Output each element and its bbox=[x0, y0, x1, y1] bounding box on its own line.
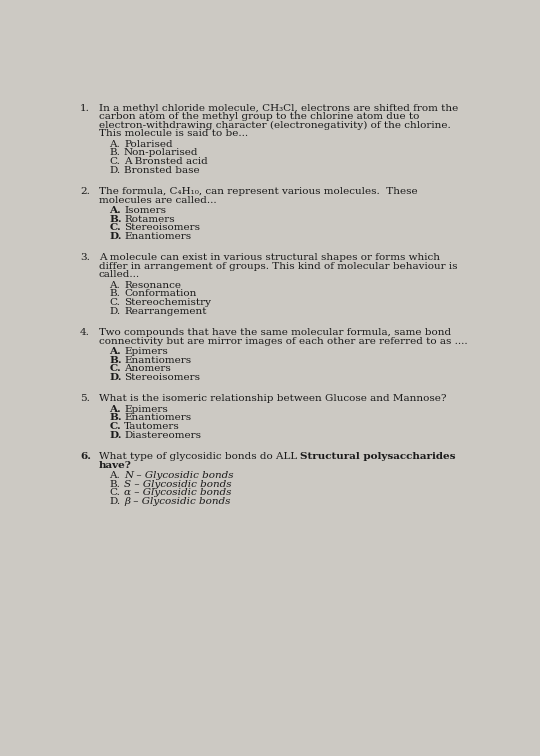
Text: B.: B. bbox=[109, 148, 120, 157]
Text: Epimers: Epimers bbox=[124, 404, 168, 414]
Text: have?: have? bbox=[99, 460, 132, 469]
Text: 5.: 5. bbox=[80, 395, 90, 404]
Text: D.: D. bbox=[109, 373, 122, 382]
Text: A.: A. bbox=[109, 471, 120, 480]
Text: B.: B. bbox=[109, 356, 122, 364]
Text: Conformation: Conformation bbox=[124, 290, 197, 299]
Text: β – Glycosidic bonds: β – Glycosidic bonds bbox=[124, 497, 231, 506]
Text: 2.: 2. bbox=[80, 187, 90, 196]
Text: A.: A. bbox=[109, 347, 121, 356]
Text: C.: C. bbox=[109, 298, 120, 307]
Text: Stereochemistry: Stereochemistry bbox=[124, 298, 211, 307]
Text: C.: C. bbox=[109, 364, 121, 373]
Text: Isomers: Isomers bbox=[124, 206, 166, 215]
Text: C.: C. bbox=[109, 422, 121, 431]
Text: electron-withdrawing character (electronegativity) of the chlorine.: electron-withdrawing character (electron… bbox=[99, 121, 451, 130]
Text: Rearrangement: Rearrangement bbox=[124, 307, 206, 316]
Text: B.: B. bbox=[109, 414, 122, 423]
Text: D.: D. bbox=[109, 166, 120, 175]
Text: 4.: 4. bbox=[80, 328, 90, 337]
Text: Enantiomers: Enantiomers bbox=[124, 414, 191, 423]
Text: D.: D. bbox=[109, 232, 122, 241]
Text: Non-polarised: Non-polarised bbox=[124, 148, 199, 157]
Text: 3.: 3. bbox=[80, 253, 90, 262]
Text: C.: C. bbox=[109, 223, 121, 232]
Text: S – Glycosidic bonds: S – Glycosidic bonds bbox=[124, 479, 232, 488]
Text: A.: A. bbox=[109, 404, 121, 414]
Text: Stereoisomers: Stereoisomers bbox=[124, 373, 200, 382]
Text: molecules are called...: molecules are called... bbox=[99, 196, 217, 205]
Text: B.: B. bbox=[109, 215, 122, 224]
Text: Two compounds that have the same molecular formula, same bond: Two compounds that have the same molecul… bbox=[99, 328, 451, 337]
Text: called...: called... bbox=[99, 271, 140, 280]
Text: α – Glycosidic bonds: α – Glycosidic bonds bbox=[124, 488, 232, 497]
Text: D.: D. bbox=[109, 431, 122, 439]
Text: What is the isomeric relationship between Glucose and Mannose?: What is the isomeric relationship betwee… bbox=[99, 395, 447, 404]
Text: Anomers: Anomers bbox=[124, 364, 171, 373]
Text: B.: B. bbox=[109, 290, 120, 299]
Text: D.: D. bbox=[109, 307, 120, 316]
Text: Resonance: Resonance bbox=[124, 280, 181, 290]
Text: Diastereomers: Diastereomers bbox=[124, 431, 201, 439]
Text: A molecule can exist in various structural shapes or forms which: A molecule can exist in various structur… bbox=[99, 253, 440, 262]
Text: A.: A. bbox=[109, 140, 120, 149]
Text: In a methyl chloride molecule, CH₃Cl, electrons are shifted from the: In a methyl chloride molecule, CH₃Cl, el… bbox=[99, 104, 458, 113]
Text: 6.: 6. bbox=[80, 452, 91, 461]
Text: C.: C. bbox=[109, 488, 120, 497]
Text: connectivity but are mirror images of each other are referred to as ....: connectivity but are mirror images of ea… bbox=[99, 336, 468, 345]
Text: carbon atom of the methyl group to the chlorine atom due to: carbon atom of the methyl group to the c… bbox=[99, 112, 419, 121]
Text: Bronsted base: Bronsted base bbox=[124, 166, 200, 175]
Text: Polarised: Polarised bbox=[124, 140, 173, 149]
Text: Enantiomers: Enantiomers bbox=[124, 232, 191, 241]
Text: Rotamers: Rotamers bbox=[124, 215, 174, 224]
Text: Tautomers: Tautomers bbox=[124, 422, 180, 431]
Text: Epimers: Epimers bbox=[124, 347, 168, 356]
Text: Stereoisomers: Stereoisomers bbox=[124, 223, 200, 232]
Text: differ in arrangement of groups. This kind of molecular behaviour is: differ in arrangement of groups. This ki… bbox=[99, 262, 457, 271]
Text: C.: C. bbox=[109, 157, 120, 166]
Text: Enantiomers: Enantiomers bbox=[124, 356, 191, 364]
Text: A.: A. bbox=[109, 280, 120, 290]
Text: N – Glycosidic bonds: N – Glycosidic bonds bbox=[124, 471, 234, 480]
Text: B.: B. bbox=[109, 479, 120, 488]
Text: Structural polysaccharides: Structural polysaccharides bbox=[300, 452, 456, 461]
Text: D.: D. bbox=[109, 497, 120, 506]
Text: A Bronsted acid: A Bronsted acid bbox=[124, 157, 208, 166]
Text: 1.: 1. bbox=[80, 104, 90, 113]
Text: The formula, C₄H₁₀, can represent various molecules.  These: The formula, C₄H₁₀, can represent variou… bbox=[99, 187, 417, 196]
Text: This molecule is said to be...: This molecule is said to be... bbox=[99, 129, 248, 138]
Text: What type of glycosidic bonds do ALL: What type of glycosidic bonds do ALL bbox=[99, 452, 300, 461]
Text: A.: A. bbox=[109, 206, 121, 215]
